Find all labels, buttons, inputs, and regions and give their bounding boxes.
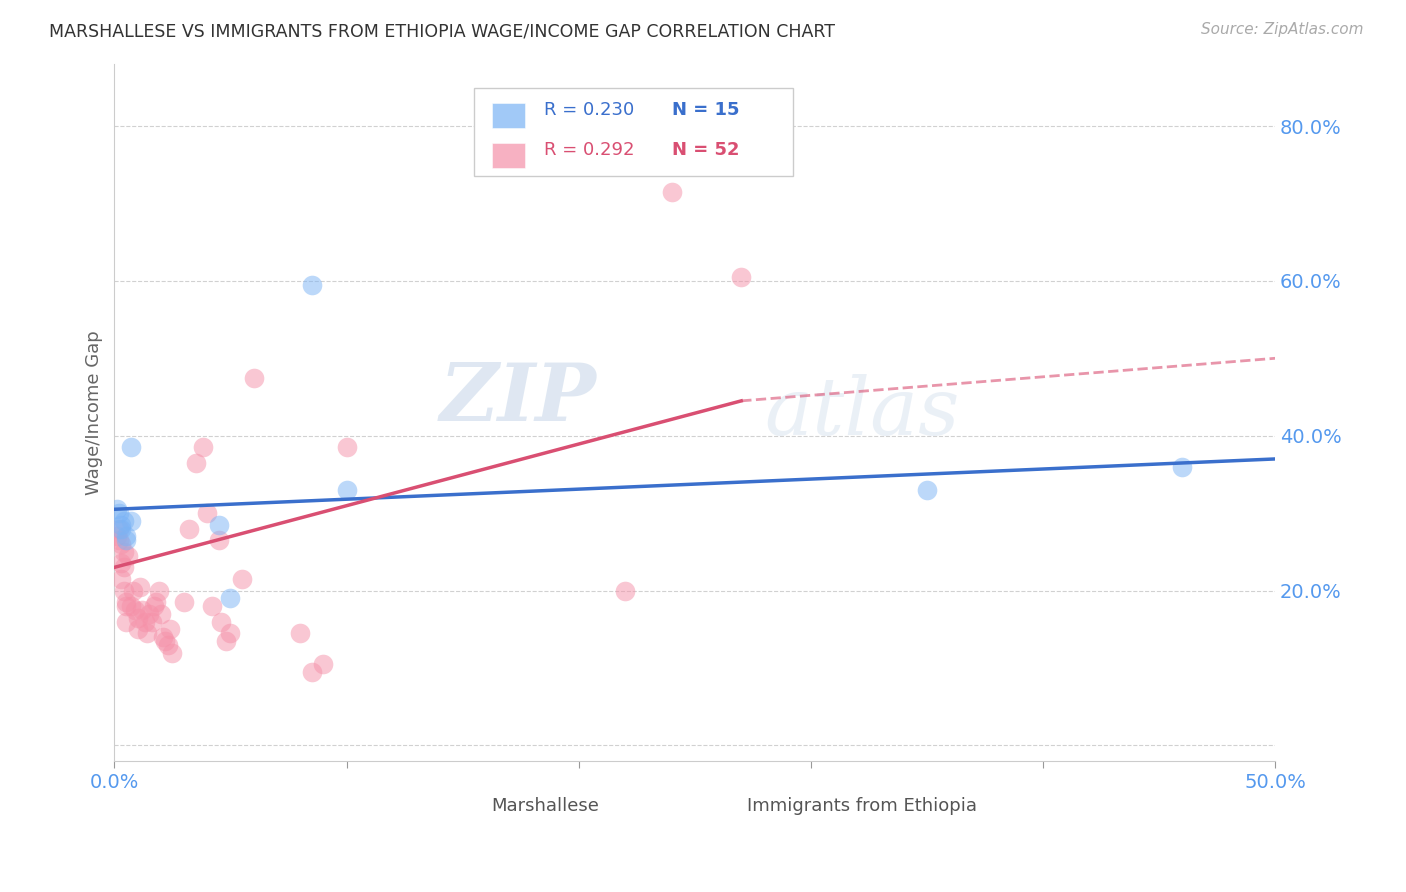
Point [141,615,163,629]
Point [661,185,683,199]
Text: ZIP: ZIP [439,359,596,437]
FancyBboxPatch shape [711,799,737,816]
Point [108,533,131,548]
Point [149,607,172,621]
Point [209,615,232,629]
Point [110,572,132,586]
Point [110,517,132,532]
Point [148,583,170,598]
Point [152,630,174,644]
Point [120,599,142,613]
Point [335,440,357,454]
Point [108,506,131,520]
FancyBboxPatch shape [456,799,481,816]
Point [110,537,132,551]
Point [242,370,264,384]
Point [112,545,135,559]
Point [138,607,160,621]
Point [219,591,242,606]
Point [127,622,149,636]
Text: R = 0.292: R = 0.292 [544,141,634,160]
Point [108,522,131,536]
Point [142,599,165,613]
Text: Source: ZipAtlas.com: Source: ZipAtlas.com [1201,22,1364,37]
Point [122,583,145,598]
Point [201,599,224,613]
Text: MARSHALLESE VS IMMIGRANTS FROM ETHIOPIA WAGE/INCOME GAP CORRELATION CHART: MARSHALLESE VS IMMIGRANTS FROM ETHIOPIA … [49,22,835,40]
Point [195,506,218,520]
Point [129,580,152,594]
Point [301,277,323,292]
Y-axis label: Wage/Income Gap: Wage/Income Gap [86,330,103,495]
Point [115,615,138,629]
Point [730,270,752,285]
Point [105,529,128,543]
Point [219,626,242,640]
Point [127,610,149,624]
Point [173,595,195,609]
Point [117,549,139,563]
Point [120,514,142,528]
Point [162,646,184,660]
Text: N = 15: N = 15 [672,101,740,120]
Point [312,657,335,672]
Point [1171,459,1194,474]
Point [145,595,167,609]
Point [112,560,135,574]
Point [177,522,200,536]
Point [301,665,323,679]
Point [134,615,156,629]
Text: atlas: atlas [765,374,960,451]
Point [115,529,138,543]
Point [120,440,142,454]
Point [124,603,146,617]
Point [135,626,157,640]
Point [110,522,132,536]
Point [112,514,135,528]
Text: Immigrants from Ethiopia: Immigrants from Ethiopia [747,797,977,815]
Point [614,583,637,598]
Text: R = 0.230: R = 0.230 [544,101,634,120]
Point [115,595,138,609]
FancyBboxPatch shape [492,103,526,128]
Point [915,483,938,497]
Point [105,502,128,516]
Point [231,572,253,586]
FancyBboxPatch shape [474,88,793,176]
Point [335,483,357,497]
Point [112,583,135,598]
Point [115,599,138,613]
Point [131,603,153,617]
Point [288,626,311,640]
Text: N = 52: N = 52 [672,141,740,160]
Text: Marshallese: Marshallese [492,797,599,815]
Point [156,638,179,652]
Point [208,517,231,532]
Point [191,440,214,454]
FancyBboxPatch shape [492,143,526,169]
Point [208,533,231,548]
Point [110,557,132,571]
Point [115,533,138,548]
Point [184,456,207,470]
Point [215,633,238,648]
Point [155,633,177,648]
Point [159,622,181,636]
